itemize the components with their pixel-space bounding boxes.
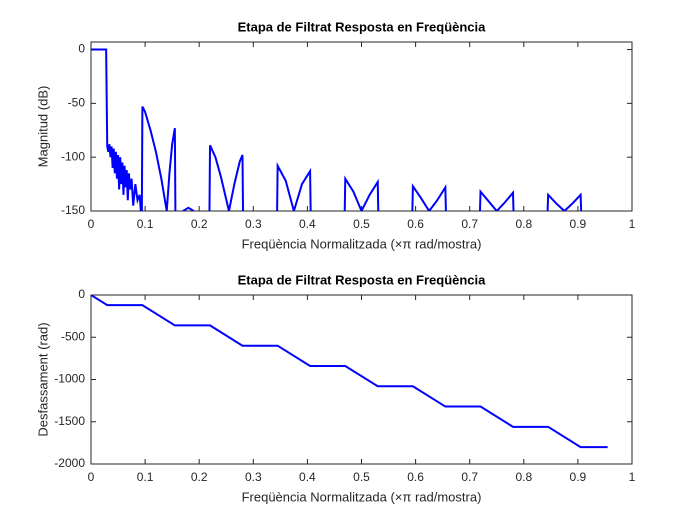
x-tick-label: 0	[88, 217, 95, 231]
y-axis-label: Magnitud (dB)	[35, 86, 50, 168]
x-tick-label: 1	[629, 217, 636, 231]
axes-box	[90, 294, 633, 465]
x-axis-label: Freqüència Normalitzada (×π rad/mostra)	[242, 489, 482, 504]
x-tick-label: 0.4	[299, 217, 316, 231]
y-tick-label: 0	[78, 287, 85, 301]
x-tick-label: 0.5	[353, 217, 370, 231]
y-axis-label: Desfassament (rad)	[35, 322, 50, 436]
x-tick-label: 0.5	[353, 470, 370, 484]
line-series	[91, 295, 608, 449]
x-tick-label: 0.7	[461, 470, 478, 484]
x-tick-label: 0.4	[299, 470, 316, 484]
chart-title: Etapa de Filtrat Resposta en Freqüència	[238, 272, 487, 287]
x-tick-label: 0.2	[191, 217, 208, 231]
x-tick-label: 0.6	[407, 470, 424, 484]
y-tick-label: -1500	[54, 414, 85, 428]
axes: 0 0.1 0.2 0.3 0.4 0.5 0.6 0.7 0.8 0.9 1 -2000 -1500 -…	[35, 272, 635, 504]
y-tick-label: 0	[78, 42, 85, 56]
y-tick-label: -100	[61, 149, 85, 163]
x-tick-label: 0.8	[515, 217, 532, 231]
y-tick-label: -2000	[54, 456, 85, 470]
x-tick-label: 0.1	[137, 470, 154, 484]
axes-box	[90, 41, 633, 212]
x-tick-label: 0	[88, 470, 95, 484]
x-axis-label: Freqüència Normalitzada (×π rad/mostra)	[242, 236, 482, 251]
x-tick-label: 1	[629, 470, 636, 484]
x-tick-label: 0.7	[461, 217, 478, 231]
y-tick-label: -150	[61, 203, 85, 217]
y-tick-label: -500	[61, 329, 85, 343]
chart-title: Etapa de Filtrat Resposta en Freqüència	[238, 19, 487, 34]
x-tick-label: 0.3	[245, 217, 262, 231]
x-tick-label: 0.9	[570, 217, 587, 231]
axes: 0 0.1 0.2 0.3 0.4 0.5 0.6 0.7 0.8 0.9 1 -150 -100 -50…	[35, 19, 635, 251]
y-tick-label: -50	[68, 96, 86, 110]
x-tick-label: 0.2	[191, 470, 208, 484]
x-tick-label: 0.6	[407, 217, 424, 231]
x-tick-label: 0.3	[245, 470, 262, 484]
x-tick-label: 0.1	[137, 217, 154, 231]
y-tick-label: -1000	[54, 372, 85, 386]
x-tick-label: 0.8	[515, 470, 532, 484]
line-series	[91, 48, 583, 211]
x-tick-label: 0.9	[570, 470, 587, 484]
